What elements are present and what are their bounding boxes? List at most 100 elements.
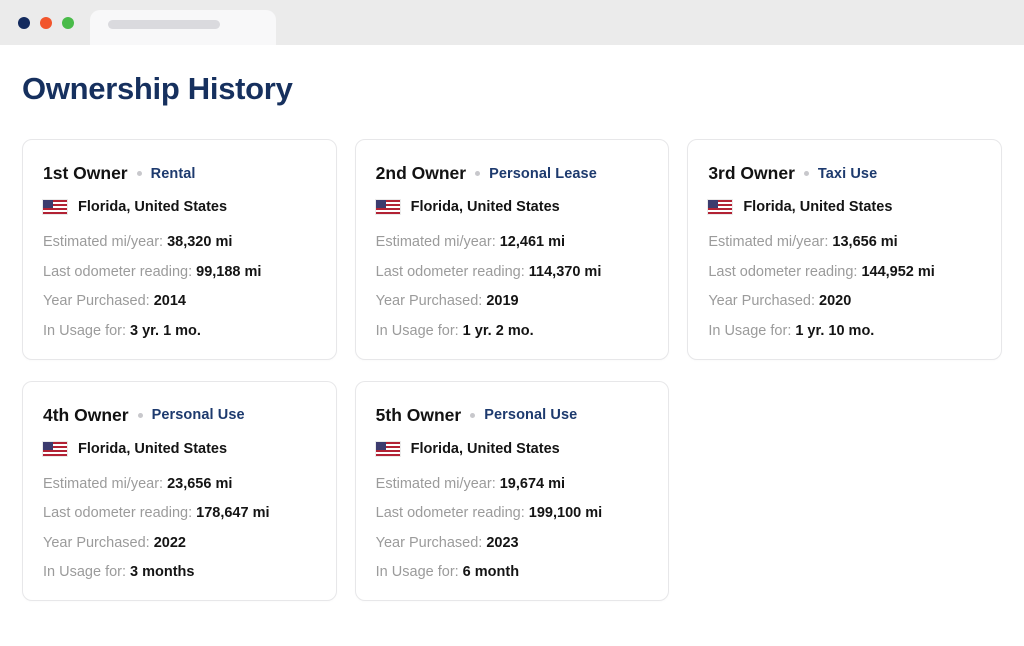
card-header: 5th Owner Personal Use	[376, 405, 649, 426]
stat-label: In Usage for:	[708, 322, 792, 339]
separator-dot-icon	[137, 412, 143, 418]
stat-label: In Usage for:	[43, 322, 127, 339]
stat-label: Last odometer reading:	[375, 263, 525, 280]
us-flag-icon	[42, 440, 68, 457]
stat-estimated-miles: Estimated mi/year: 19,674 mi	[376, 476, 649, 492]
stat-value: 23,656 mi	[167, 475, 233, 492]
stat-label: In Usage for:	[375, 322, 459, 339]
tab-title-placeholder	[108, 20, 220, 29]
owner-card-1: 1st Owner Rental Florida, United States …	[22, 139, 337, 360]
browser-chrome	[0, 0, 1024, 45]
owner-title: 4th Owner	[43, 404, 129, 425]
separator-dot-icon	[803, 171, 809, 176]
stat-value: 3 yr. 1 mo.	[130, 322, 201, 339]
stat-label: Last odometer reading:	[375, 505, 525, 521]
location-row: Florida, United States	[707, 199, 981, 215]
window-controls	[18, 17, 74, 29]
stat-in-usage: In Usage for: 1 yr. 2 mo.	[376, 323, 649, 339]
location-row: Florida, United States	[374, 199, 649, 215]
owner-title: 3rd Owner	[708, 163, 795, 183]
owner-type-badge: Personal Lease	[489, 165, 597, 182]
stat-value: 13,656 mi	[832, 234, 898, 250]
stat-value: 12,461 mi	[499, 234, 566, 250]
owner-type-badge: Personal Use	[484, 407, 578, 423]
browser-tab[interactable]	[90, 10, 276, 45]
stat-in-usage: In Usage for: 3 months	[43, 564, 316, 580]
stat-year-purchased: Year Purchased: 2022	[43, 535, 316, 551]
location-row: Florida, United States	[42, 440, 316, 457]
stat-estimated-miles: Estimated mi/year: 23,656 mi	[43, 476, 316, 492]
stat-value: 144,952 mi	[861, 263, 935, 280]
us-flag-icon	[374, 440, 401, 457]
stat-estimated-miles: Estimated mi/year: 38,320 mi	[43, 234, 316, 250]
owner-title: 2nd Owner	[375, 163, 467, 183]
window-dot-orange-icon[interactable]	[40, 17, 52, 29]
stat-label: Estimated mi/year:	[375, 234, 496, 250]
stat-odometer: Last odometer reading: 178,647 mi	[43, 505, 316, 521]
owner-cards-grid: 1st Owner Rental Florida, United States …	[22, 139, 1002, 601]
card-header: 4th Owner Personal Use	[43, 405, 316, 426]
stat-value: 38,320 mi	[167, 234, 233, 250]
owner-location: Florida, United States	[410, 440, 560, 457]
us-flag-icon	[42, 199, 68, 215]
stat-estimated-miles: Estimated mi/year: 13,656 mi	[708, 234, 981, 250]
stat-label: Year Purchased:	[375, 293, 483, 309]
us-flag-icon	[707, 199, 734, 215]
owner-title: 1st Owner	[43, 163, 128, 183]
owner-type-badge: Rental	[150, 165, 196, 182]
stat-odometer: Last odometer reading: 99,188 mi	[43, 264, 316, 280]
stat-odometer: Last odometer reading: 114,370 mi	[376, 264, 649, 280]
stat-value: 2019	[486, 293, 519, 309]
stat-value: 3 months	[130, 564, 195, 580]
stat-year-purchased: Year Purchased: 2019	[376, 293, 649, 309]
stat-estimated-miles: Estimated mi/year: 12,461 mi	[376, 234, 649, 250]
page-title: Ownership History	[22, 71, 293, 106]
stat-value: 114,370 mi	[528, 263, 602, 280]
card-header: 2nd Owner Personal Lease	[376, 163, 649, 184]
stat-in-usage: In Usage for: 1 yr. 10 mo.	[708, 323, 981, 339]
page-content: Ownership History 1st Owner Rental Flori…	[0, 45, 1024, 601]
stat-value: 6 month	[462, 564, 520, 580]
stat-label: In Usage for:	[375, 564, 459, 580]
stat-label: Estimated mi/year:	[375, 475, 496, 492]
stat-year-purchased: Year Purchased: 2014	[43, 293, 316, 309]
location-row: Florida, United States	[374, 440, 649, 457]
stat-label: In Usage for:	[43, 564, 127, 580]
stat-label: Estimated mi/year:	[43, 475, 164, 492]
owner-location: Florida, United States	[78, 440, 228, 457]
owner-card-4: 4th Owner Personal Use Florida, United S…	[22, 380, 337, 601]
stat-value: 199,100 mi	[528, 505, 603, 521]
stat-year-purchased: Year Purchased: 2023	[376, 535, 649, 551]
stat-value: 178,647 mi	[196, 505, 270, 521]
stat-label: Estimated mi/year:	[708, 234, 829, 250]
owner-type-badge: Personal Use	[151, 407, 245, 423]
separator-dot-icon	[470, 412, 476, 418]
us-flag-icon	[374, 199, 401, 215]
owner-stats: Estimated mi/year: 38,320 mi Last odomete…	[43, 234, 316, 339]
stat-label: Year Purchased:	[375, 534, 483, 551]
stat-label: Last odometer reading:	[43, 505, 193, 521]
card-header: 3rd Owner Taxi Use	[708, 163, 981, 184]
owner-stats: Estimated mi/year: 12,461 mi Last odomete…	[376, 234, 649, 339]
owner-type-badge: Taxi Use	[817, 165, 878, 182]
separator-dot-icon	[136, 171, 142, 176]
stat-label: Year Purchased:	[43, 534, 150, 551]
window-dot-green-icon[interactable]	[62, 17, 74, 29]
owner-stats: Estimated mi/year: 19,674 mi Last odomete…	[376, 476, 649, 581]
owner-title: 5th Owner	[375, 404, 462, 425]
stat-label: Year Purchased:	[708, 293, 816, 309]
owner-location: Florida, United States	[743, 199, 893, 215]
stat-in-usage: In Usage for: 6 month	[376, 564, 649, 580]
owner-stats: Estimated mi/year: 13,656 mi Last odomete…	[708, 234, 981, 339]
owner-card-5: 5th Owner Personal Use Florida, United S…	[354, 380, 670, 601]
card-header: 1st Owner Rental	[43, 163, 316, 184]
stat-label: Last odometer reading:	[43, 263, 193, 280]
stat-year-purchased: Year Purchased: 2020	[708, 293, 981, 309]
owner-card-3: 3rd Owner Taxi Use Florida, United State…	[687, 139, 1002, 360]
stat-value: 1 yr. 2 mo.	[462, 322, 534, 339]
window-dot-navy-icon[interactable]	[18, 17, 30, 29]
owner-card-2: 2nd Owner Personal Lease Florida, United…	[354, 139, 670, 360]
stat-in-usage: In Usage for: 3 yr. 1 mo.	[43, 323, 316, 339]
owner-location: Florida, United States	[78, 199, 228, 215]
stat-value: 99,188 mi	[196, 263, 262, 280]
